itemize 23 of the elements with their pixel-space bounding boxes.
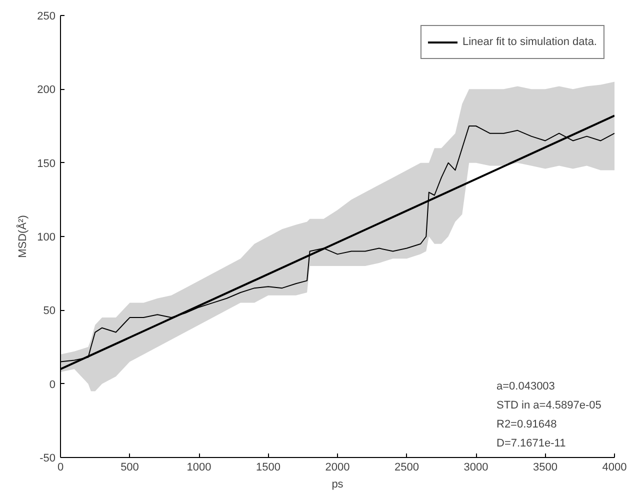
- annotation: D=7.1671e-11: [496, 438, 566, 450]
- annotation: R2=0.91648: [496, 418, 557, 430]
- y-tick-label: -50: [40, 452, 56, 464]
- y-tick-label: 200: [37, 84, 56, 96]
- y-axis-title: MSD(Å²): [16, 215, 30, 258]
- x-tick-label: 3000: [464, 462, 488, 474]
- y-tick-label: 150: [37, 158, 56, 170]
- x-tick-label: 4000: [602, 462, 627, 474]
- annotation: a=0.043003: [496, 380, 555, 392]
- legend-label: Linear fit to simulation data.: [462, 36, 597, 48]
- y-tick-label: 50: [43, 305, 56, 318]
- x-tick-label: 3500: [533, 462, 558, 474]
- x-axis-title: ps: [332, 478, 344, 490]
- y-tick-label: 0: [49, 378, 56, 391]
- x-tick-label: 1500: [256, 462, 280, 474]
- x-tick-label: 2500: [394, 462, 419, 474]
- x-tick-label: 0: [57, 462, 64, 474]
- x-tick-label: 1000: [186, 462, 212, 474]
- y-tick-label: 250: [37, 10, 56, 22]
- y-tick-label: 100: [37, 232, 56, 244]
- annotation: STD in a=4.5897e-05: [496, 400, 602, 412]
- x-tick-label: 2000: [325, 462, 350, 474]
- x-tick-label: 500: [120, 462, 139, 474]
